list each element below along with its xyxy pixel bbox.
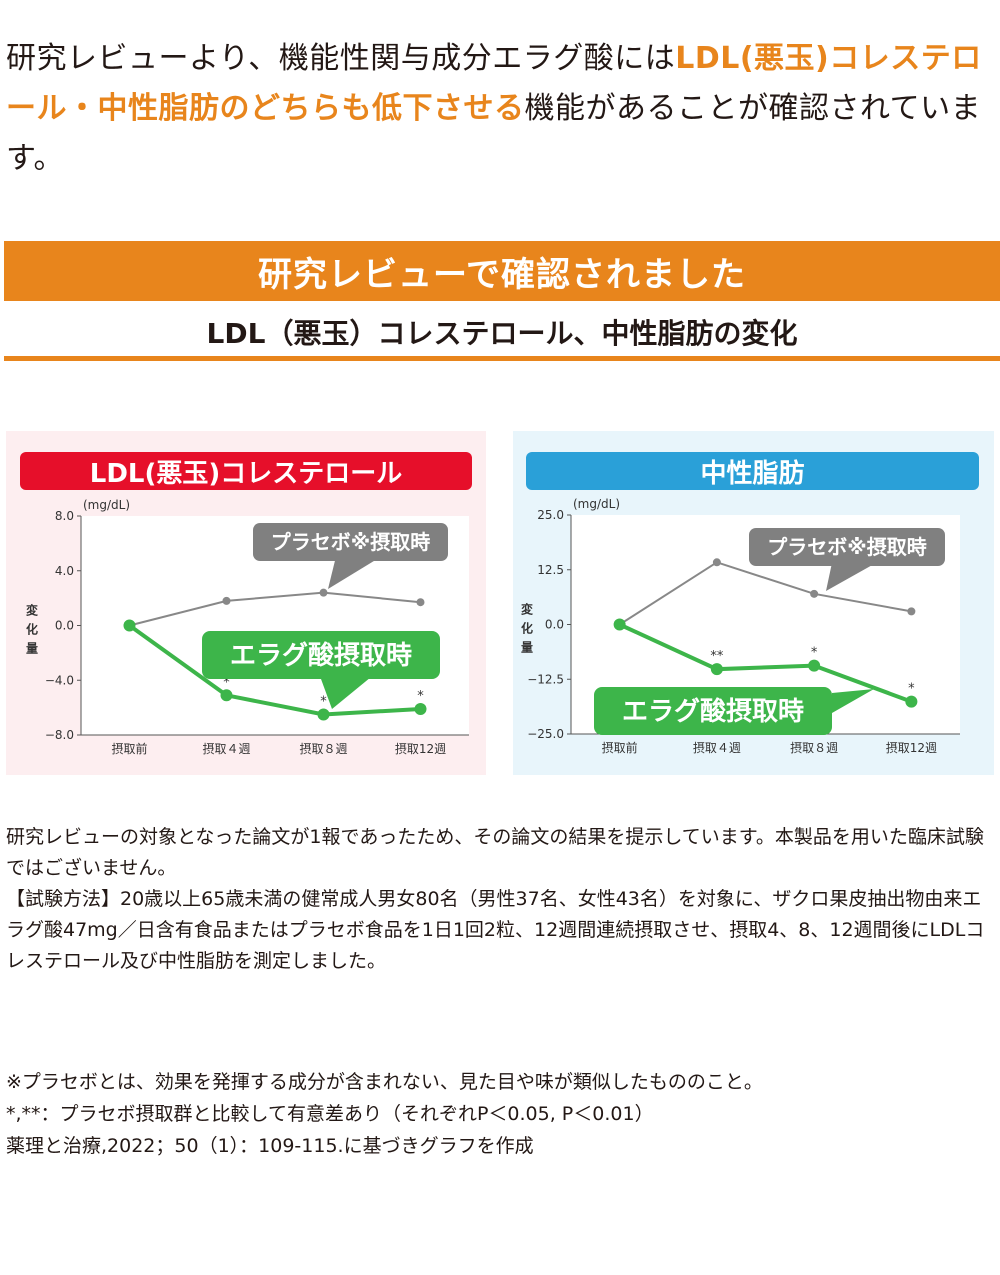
placebo-point xyxy=(907,607,916,616)
footnotes: ※プラセボとは、効果を発揮する成分が含まれない、見た目や味が類似したもののこと。… xyxy=(6,1066,998,1162)
significance-mark: * xyxy=(320,694,327,709)
placebo-point xyxy=(712,558,721,567)
ellagic-point xyxy=(808,659,821,672)
placebo-callout-box xyxy=(253,523,448,561)
footnote-source: 薬理と治療,2022；50（1）：109-115.に基づきグラフを作成 xyxy=(6,1135,534,1157)
placebo-callout-box xyxy=(749,528,945,566)
banner-label: 研究レビューで確認されました xyxy=(258,254,746,295)
placebo-point xyxy=(810,589,819,598)
y-axis-label-char: 化 xyxy=(521,621,533,636)
placebo-series-line xyxy=(129,591,421,627)
ellagic-point xyxy=(905,695,918,708)
significance-mark: * xyxy=(417,689,424,704)
footnote-placebo: ※プラセボとは、効果を発揮する成分が含まれない、見た目や味が類似したもののこと。 xyxy=(6,1071,763,1093)
study-notes: 研究レビューの対象となった論文が1報であったため、その論文の結果を提示しています… xyxy=(6,822,998,977)
placebo-series-line xyxy=(619,561,912,626)
study-note-1: 研究レビューの対象となった論文が1報であったため、その論文の結果を提示しています… xyxy=(6,826,984,879)
intro-part1: 研究レビューより、機能性関与成分エラグ酸には xyxy=(6,41,676,76)
y-tick-label: 0.0 xyxy=(545,618,564,632)
ellagic-point xyxy=(317,708,330,721)
placebo-point xyxy=(416,598,425,607)
y-axis-label-char: 量 xyxy=(521,641,533,655)
placebo-callout-tail xyxy=(328,561,374,589)
y-tick-label: 12.5 xyxy=(537,563,564,577)
ellagic-legend-label: エラグ酸摂取時 xyxy=(622,696,804,727)
ellagic-point xyxy=(710,663,723,676)
ellagic-point xyxy=(220,689,233,702)
ellagic-callout-tail xyxy=(321,679,369,709)
intro-part2: 機能があることが確認されています。 xyxy=(6,91,982,176)
significance-mark: ** xyxy=(710,649,724,664)
x-tick-label: 摂取前 xyxy=(602,740,638,755)
y-axis-label-char: 変 xyxy=(26,603,39,618)
study-note-2: 【試験方法】20歳以上65歳未満の健常成人男女80名（男性37名、女性43名）を… xyxy=(6,888,985,972)
x-tick-label: 摂取４週 xyxy=(693,740,741,755)
y-tick-label: −8.0 xyxy=(45,728,74,742)
ellagic-point xyxy=(414,702,427,715)
y-unit-label: (mg/dL) xyxy=(573,497,620,511)
x-tick-label: 摂取８週 xyxy=(299,741,347,756)
significance-mark: * xyxy=(908,682,915,697)
ellagic-callout-box xyxy=(594,687,832,735)
tg-chart-panel: 中性脂肪 (mg/dL) 25.0 12.5 0.0 −12.5 −25.0 変化量摂取前 摂… xyxy=(513,431,994,775)
y-tick-label: −12.5 xyxy=(527,672,564,686)
y-tick-label: 8.0 xyxy=(55,509,74,523)
y-tick-label: 25.0 xyxy=(537,508,564,522)
ellagic-point xyxy=(613,618,626,631)
placebo-point xyxy=(319,588,328,597)
ellagic-series-line xyxy=(128,623,421,717)
placebo-callout-tail xyxy=(826,566,871,591)
y-tick-label: 4.0 xyxy=(55,564,74,578)
x-tick-label: 摂取４週 xyxy=(202,741,250,756)
y-tick-label: 0.0 xyxy=(55,619,74,633)
placebo-legend-label: プラセボ※摂取時 xyxy=(767,535,926,559)
placebo-point xyxy=(222,596,231,605)
ellagic-legend-label: エラグ酸摂取時 xyxy=(230,640,412,671)
tg-chart-title: 中性脂肪 xyxy=(526,452,979,490)
intro-text: 研究レビューより、機能性関与成分エラグ酸にはLDL(悪玉)コレステロール・中性脂… xyxy=(6,34,996,184)
footnote-significance: *,**：プラセボ摂取群と比較して有意差あり（それぞれP＜0.05, P＜0.0… xyxy=(6,1103,654,1125)
x-tick-label: 摂取８週 xyxy=(790,740,838,755)
significance-mark: * xyxy=(223,675,230,690)
ellagic-point xyxy=(123,619,136,632)
y-tick-label: −4.0 xyxy=(45,673,74,687)
y-axis-label-char: 変 xyxy=(521,602,534,617)
ellagic-series-line xyxy=(618,622,913,704)
significance-mark: * xyxy=(811,646,818,661)
ellagic-callout-tail xyxy=(832,689,874,713)
x-tick-label: 摂取12週 xyxy=(395,741,446,756)
y-unit-label: (mg/dL) xyxy=(83,498,130,512)
y-axis-label-char: 量 xyxy=(26,642,38,656)
placebo-legend-label: プラセボ※摂取時 xyxy=(271,530,430,554)
ldl-chart-title: LDL(悪玉)コレステロール xyxy=(20,452,472,490)
ellagic-callout-box xyxy=(202,631,440,679)
review-banner: 研究レビューで確認されました xyxy=(4,241,1000,301)
x-tick-label: 摂取前 xyxy=(111,741,147,756)
y-axis-label-char: 化 xyxy=(26,622,38,637)
y-tick-label: −25.0 xyxy=(527,727,564,741)
ldl-chart-panel: LDL(悪玉)コレステロール (mg/dL) 8.0 4.0 0.0 −4.0 −8.0 変… xyxy=(6,431,486,775)
intro-highlight: LDL(悪玉)コレステロール・中性脂肪のどちらも低下させる xyxy=(6,41,982,126)
x-tick-label: 摂取12週 xyxy=(886,740,937,755)
section-subheading: LDL（悪玉）コレステロール、中性脂肪の変化 xyxy=(4,312,1000,361)
